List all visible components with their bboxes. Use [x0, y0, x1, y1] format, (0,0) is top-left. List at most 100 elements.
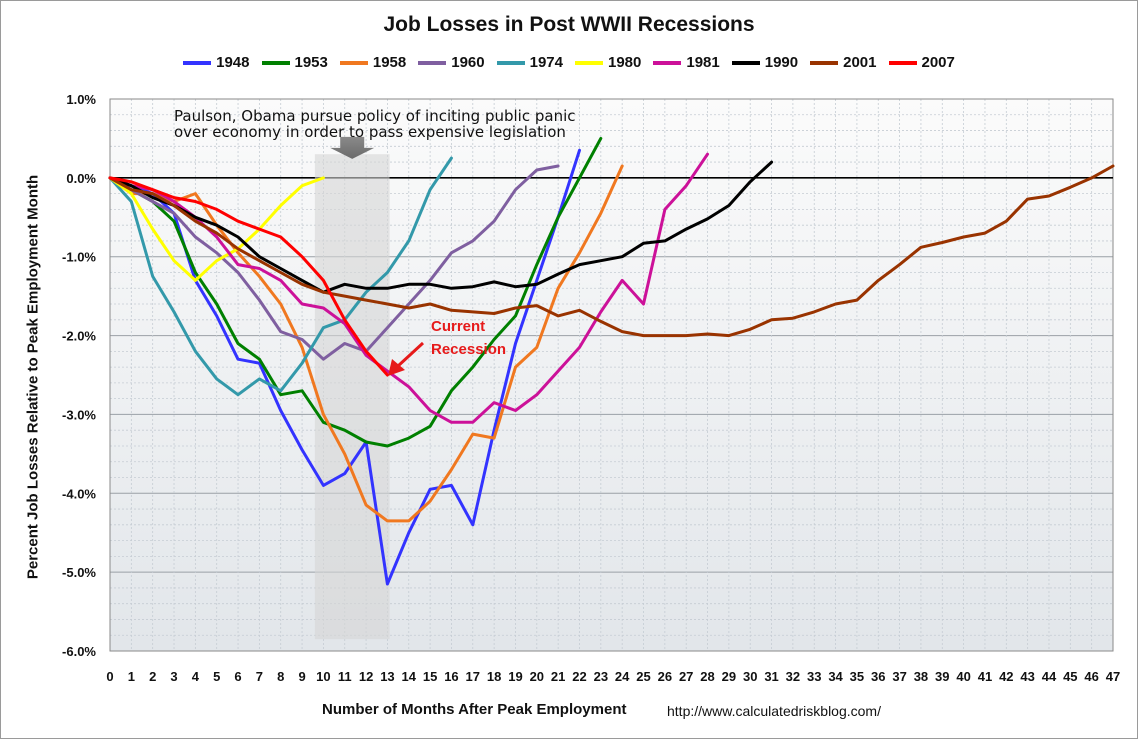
x-tick-label: 47 [1106, 669, 1120, 684]
legend-swatch [418, 60, 447, 65]
legend-item-1981: 1981 [653, 54, 720, 71]
y-tick-label: -5.0% [62, 565, 96, 580]
x-tick-label: 33 [807, 669, 821, 684]
series-line-1990 [108, 160, 774, 294]
x-tick-label: 41 [978, 669, 992, 684]
x-tick-label: 2 [149, 669, 156, 684]
x-tick-label: 1 [128, 669, 135, 684]
legend-label: 1958 [372, 54, 407, 71]
x-tick-label: 31 [764, 669, 778, 684]
callout-arrow-shaft [396, 341, 425, 368]
current-recession-label: Recession [431, 341, 506, 358]
x-tick-label: 14 [402, 669, 417, 684]
x-tick-label: 29 [722, 669, 736, 684]
legend-item-1948: 1948 [183, 54, 250, 71]
legend-label: 1974 [529, 54, 563, 71]
down-arrow-icon [330, 136, 375, 159]
current-recession-label: Current [431, 318, 485, 335]
legend-item-1974: 1974 [496, 54, 563, 71]
series-line-1980 [108, 176, 325, 282]
legend-swatch [261, 60, 290, 65]
x-tick-label: 12 [359, 669, 373, 684]
x-tick-label: 11 [338, 669, 352, 684]
x-tick-label: 7 [256, 669, 263, 684]
y-tick-label: -1.0% [62, 250, 96, 265]
x-tick-label: 43 [1020, 669, 1034, 684]
x-tick-label: 23 [594, 669, 608, 684]
x-tick-label: 20 [530, 669, 544, 684]
legend-item-2001: 2001 [810, 54, 877, 71]
x-tick-label: 16 [444, 669, 458, 684]
legend-item-1980: 1980 [575, 54, 641, 71]
x-tick-label: 4 [192, 669, 200, 684]
y-tick-label: -2.0% [62, 329, 96, 344]
x-tick-label: 26 [658, 669, 672, 684]
x-tick-label: 15 [423, 669, 437, 684]
x-tick-label: 6 [234, 669, 241, 684]
legend-label: 2007 [921, 54, 955, 71]
x-tick-label: 36 [871, 669, 885, 684]
y-tick-label: -4.0% [62, 486, 96, 501]
legend-swatch [496, 60, 525, 65]
x-tick-label: 28 [700, 669, 714, 684]
x-tick-label: 37 [892, 669, 906, 684]
x-tick-label: 46 [1084, 669, 1098, 684]
series-line-1960 [108, 164, 560, 361]
plot-area [110, 99, 1113, 651]
series-line-1974 [108, 156, 453, 397]
legend-swatch [183, 60, 212, 65]
x-tick-label: 22 [572, 669, 586, 684]
legend-item-1958: 1958 [339, 54, 407, 71]
legend-label: 1948 [216, 54, 250, 71]
series-line-1958 [108, 164, 624, 523]
legend-swatch [810, 60, 839, 65]
series-line-2007 [108, 176, 389, 377]
x-tick-label: 27 [679, 669, 693, 684]
x-tick-label: 40 [956, 669, 970, 684]
x-tick-label: 32 [786, 669, 800, 684]
legend-item-1960: 1960 [418, 54, 485, 71]
x-tick-label: 38 [914, 669, 928, 684]
legend-item-1953: 1953 [261, 54, 328, 71]
y-tick-label: -6.0% [62, 644, 96, 659]
legend-label: 1981 [686, 54, 720, 71]
x-tick-label: 30 [743, 669, 757, 684]
x-axis-label: Number of Months After Peak Employment [322, 701, 627, 718]
x-tick-label: 24 [615, 669, 630, 684]
x-tick-label: 8 [277, 669, 284, 684]
legend-label: 2001 [843, 54, 877, 71]
legend-swatch [888, 60, 917, 65]
highlight-band [314, 154, 390, 640]
y-tick-label: -3.0% [62, 407, 96, 422]
annotation-text: over economy in order to pass expensive … [174, 123, 566, 141]
x-tick-label: 25 [636, 669, 650, 684]
legend-label: 1953 [294, 54, 328, 71]
plot-border [109, 98, 1114, 652]
x-tick-label: 19 [508, 669, 522, 684]
x-tick-label: 10 [316, 669, 330, 684]
legend-item-1990: 1990 [731, 54, 799, 71]
legend-swatch [731, 60, 760, 65]
x-tick-label: 35 [850, 669, 864, 684]
x-tick-label: 13 [380, 669, 394, 684]
x-tick-label: 3 [170, 669, 177, 684]
legend-swatch [339, 60, 368, 65]
legend: 1948 1953 1958 1960 1974 1980 1981 1990 2001 2007 [0, 54, 1138, 71]
x-tick-label: 0 [106, 669, 113, 684]
legend-label: 1990 [764, 54, 799, 71]
chart-title: Job Losses in Post WWII Recessions [383, 13, 755, 36]
x-tick-label: 5 [213, 669, 220, 684]
y-tick-label: 0.0% [66, 171, 96, 186]
x-tick-label: 9 [298, 669, 305, 684]
legend-item-2007: 2007 [888, 54, 955, 71]
x-tick-label: 17 [466, 669, 480, 684]
source-url[interactable]: http://www.calculatedriskblog.com/ [667, 703, 881, 719]
x-tick-label: 45 [1063, 669, 1077, 684]
series-line-2001 [108, 164, 1115, 338]
legend-swatch [575, 60, 603, 65]
x-tick-label: 39 [935, 669, 949, 684]
legend-label: 1980 [608, 54, 642, 71]
x-tick-label: 42 [999, 669, 1013, 684]
x-tick-label: 34 [828, 669, 843, 684]
y-axis-label: Percent Job Losses Relative to Peak Empl… [24, 174, 42, 580]
